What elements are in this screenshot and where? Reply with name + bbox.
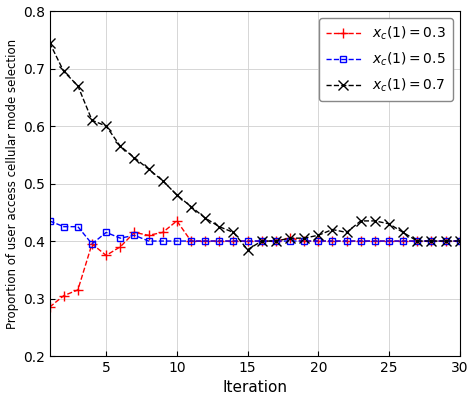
$x_c(1)=0.5$ — [146, 239, 151, 243]
$x_c(1)=0.5$ — [428, 239, 434, 243]
$x_c(1)=0.7$ — [160, 178, 165, 183]
$x_c(1)=0.7$ — [329, 227, 335, 232]
$x_c(1)=0.7$ — [400, 230, 406, 235]
$x_c(1)=0.7$ — [188, 204, 194, 209]
$x_c(1)=0.7$ — [132, 155, 137, 160]
$x_c(1)=0.5$ — [457, 239, 463, 243]
$x_c(1)=0.7$ — [386, 221, 392, 226]
$x_c(1)=0.7$ — [245, 247, 250, 252]
$x_c(1)=0.5$ — [217, 239, 222, 243]
$x_c(1)=0.3$ — [103, 253, 109, 258]
$x_c(1)=0.5$ — [386, 239, 392, 243]
$x_c(1)=0.5$ — [259, 239, 264, 243]
$x_c(1)=0.3$ — [217, 239, 222, 243]
$x_c(1)=0.7$ — [301, 236, 307, 241]
$x_c(1)=0.5$ — [273, 239, 279, 243]
Line: $x_c(1)=0.7$: $x_c(1)=0.7$ — [45, 38, 465, 255]
Y-axis label: Proportion of user access cellular mode selection: Proportion of user access cellular mode … — [6, 38, 18, 328]
$x_c(1)=0.3$ — [329, 239, 335, 243]
$x_c(1)=0.3$ — [443, 239, 448, 243]
$x_c(1)=0.7$ — [146, 167, 151, 172]
Legend: $x_c(1)=0.3$, $x_c(1)=0.5$, $x_c(1)=0.7$: $x_c(1)=0.3$, $x_c(1)=0.5$, $x_c(1)=0.7$ — [319, 18, 453, 101]
$x_c(1)=0.7$ — [61, 69, 66, 74]
$x_c(1)=0.7$ — [230, 230, 236, 235]
Line: $x_c(1)=0.5$: $x_c(1)=0.5$ — [46, 217, 463, 247]
$x_c(1)=0.7$ — [174, 192, 180, 197]
$x_c(1)=0.3$ — [202, 239, 208, 243]
$x_c(1)=0.5$ — [174, 239, 180, 243]
$x_c(1)=0.3$ — [160, 230, 165, 235]
$x_c(1)=0.5$ — [230, 239, 236, 243]
$x_c(1)=0.3$ — [188, 239, 194, 243]
$x_c(1)=0.5$ — [47, 219, 53, 223]
$x_c(1)=0.3$ — [47, 305, 53, 310]
$x_c(1)=0.7$ — [287, 236, 293, 241]
Line: $x_c(1)=0.3$: $x_c(1)=0.3$ — [45, 216, 465, 312]
$x_c(1)=0.5$ — [287, 239, 293, 243]
$x_c(1)=0.3$ — [457, 239, 463, 243]
$x_c(1)=0.5$ — [400, 239, 406, 243]
$x_c(1)=0.3$ — [259, 239, 264, 243]
$x_c(1)=0.3$ — [132, 230, 137, 235]
$x_c(1)=0.5$ — [315, 239, 321, 243]
$x_c(1)=0.3$ — [118, 244, 123, 249]
$x_c(1)=0.7$ — [414, 239, 420, 243]
$x_c(1)=0.3$ — [273, 239, 279, 243]
$x_c(1)=0.7$ — [103, 124, 109, 128]
X-axis label: Iteration: Iteration — [222, 381, 287, 395]
$x_c(1)=0.7$ — [315, 233, 321, 238]
$x_c(1)=0.5$ — [414, 239, 420, 243]
$x_c(1)=0.7$ — [344, 230, 349, 235]
$x_c(1)=0.5$ — [103, 230, 109, 235]
$x_c(1)=0.3$ — [89, 241, 95, 246]
$x_c(1)=0.7$ — [118, 144, 123, 149]
$x_c(1)=0.3$ — [386, 239, 392, 243]
$x_c(1)=0.7$ — [75, 83, 81, 88]
$x_c(1)=0.3$ — [400, 239, 406, 243]
$x_c(1)=0.3$ — [301, 239, 307, 243]
$x_c(1)=0.5$ — [160, 239, 165, 243]
$x_c(1)=0.5$ — [202, 239, 208, 243]
$x_c(1)=0.7$ — [202, 216, 208, 221]
$x_c(1)=0.5$ — [372, 239, 378, 243]
$x_c(1)=0.7$ — [358, 219, 364, 223]
$x_c(1)=0.5$ — [89, 241, 95, 246]
$x_c(1)=0.3$ — [344, 239, 349, 243]
$x_c(1)=0.7$ — [89, 118, 95, 123]
$x_c(1)=0.3$ — [146, 233, 151, 238]
$x_c(1)=0.5$ — [75, 224, 81, 229]
$x_c(1)=0.5$ — [344, 239, 349, 243]
$x_c(1)=0.5$ — [245, 239, 250, 243]
$x_c(1)=0.3$ — [315, 239, 321, 243]
$x_c(1)=0.3$ — [174, 219, 180, 223]
$x_c(1)=0.7$ — [457, 239, 463, 243]
$x_c(1)=0.3$ — [358, 239, 364, 243]
$x_c(1)=0.5$ — [61, 224, 66, 229]
$x_c(1)=0.3$ — [61, 293, 66, 298]
$x_c(1)=0.5$ — [132, 233, 137, 238]
$x_c(1)=0.5$ — [118, 236, 123, 241]
$x_c(1)=0.5$ — [188, 239, 194, 243]
$x_c(1)=0.5$ — [301, 239, 307, 243]
$x_c(1)=0.7$ — [443, 239, 448, 243]
$x_c(1)=0.7$ — [259, 239, 264, 243]
$x_c(1)=0.3$ — [75, 288, 81, 292]
$x_c(1)=0.3$ — [230, 239, 236, 243]
$x_c(1)=0.3$ — [414, 239, 420, 243]
$x_c(1)=0.3$ — [372, 239, 378, 243]
$x_c(1)=0.5$ — [329, 239, 335, 243]
$x_c(1)=0.7$ — [47, 40, 53, 45]
$x_c(1)=0.7$ — [372, 219, 378, 223]
$x_c(1)=0.3$ — [245, 239, 250, 243]
$x_c(1)=0.3$ — [287, 236, 293, 241]
$x_c(1)=0.7$ — [428, 239, 434, 243]
$x_c(1)=0.7$ — [273, 239, 279, 243]
$x_c(1)=0.5$ — [358, 239, 364, 243]
$x_c(1)=0.7$ — [217, 224, 222, 229]
$x_c(1)=0.3$ — [428, 239, 434, 243]
$x_c(1)=0.5$ — [443, 239, 448, 243]
